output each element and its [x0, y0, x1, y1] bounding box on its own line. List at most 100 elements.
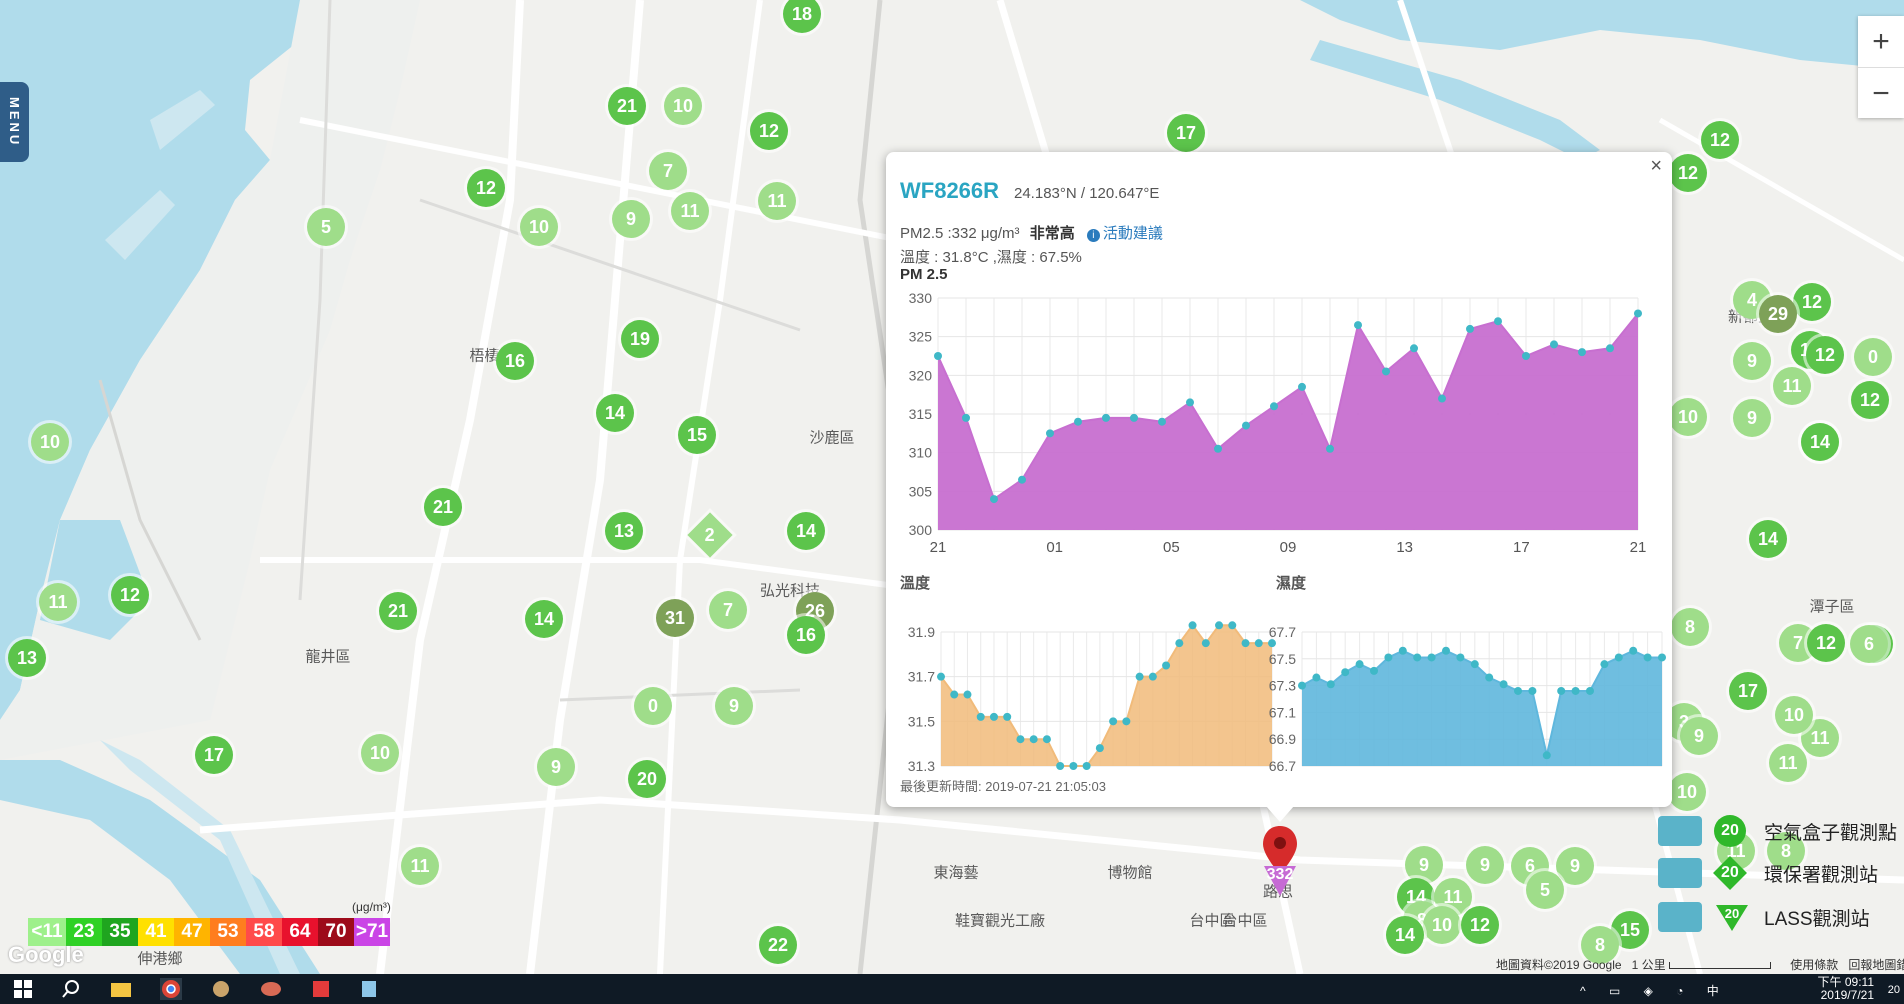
station-marker[interactable]: 19: [621, 320, 659, 358]
station-marker[interactable]: 9: [1466, 846, 1504, 884]
station-marker[interactable]: 6: [1850, 625, 1888, 663]
station-marker[interactable]: 8: [1767, 832, 1805, 870]
station-marker[interactable]: 9: [1680, 717, 1718, 755]
map-scale: 1 公里: [1631, 958, 1666, 972]
station-marker[interactable]: 31: [656, 599, 694, 637]
station-marker[interactable]: 12: [1701, 121, 1739, 159]
station-marker[interactable]: 11: [758, 182, 796, 220]
station-marker[interactable]: 9: [537, 748, 575, 786]
station-marker[interactable]: 15: [1611, 911, 1649, 949]
station-marker[interactable]: 0: [1854, 338, 1892, 376]
station-marker-value: 10: [369, 742, 391, 763]
station-marker[interactable]: 10: [1423, 906, 1461, 944]
system-tray[interactable]: ^ ▭ ◈ ◔ 中: [1580, 984, 1729, 998]
zoom-out-button[interactable]: −: [1872, 76, 1890, 110]
station-marker[interactable]: 10: [520, 208, 558, 246]
station-marker[interactable]: 12: [1669, 154, 1707, 192]
station-marker[interactable]: 11: [1773, 367, 1811, 405]
station-marker[interactable]: 14: [525, 600, 563, 638]
terms-link[interactable]: 使用條款: [1790, 958, 1839, 972]
app-icon-1[interactable]: [210, 978, 232, 1000]
station-marker[interactable]: 13: [605, 512, 643, 550]
station-marker[interactable]: 14: [1801, 423, 1839, 461]
station-marker[interactable]: 8: [1671, 608, 1709, 646]
station-marker[interactable]: 8: [1581, 926, 1619, 964]
data-point: [1046, 429, 1054, 438]
chrome-icon[interactable]: [160, 978, 182, 1000]
lass-marker-value: 20: [1725, 906, 1739, 921]
station-marker[interactable]: 17: [1729, 672, 1767, 710]
station-marker[interactable]: 22: [759, 926, 797, 964]
search-icon[interactable]: [60, 978, 82, 1000]
data-point: [1499, 680, 1508, 689]
menu-button[interactable]: MENU: [0, 82, 29, 162]
station-marker[interactable]: 18: [783, 0, 821, 33]
station-marker[interactable]: 9: [1556, 847, 1594, 885]
station-marker[interactable]: 14: [1386, 916, 1424, 954]
data-point: [1354, 321, 1362, 330]
station-marker[interactable]: 16: [496, 342, 534, 380]
station-marker[interactable]: 11: [401, 847, 439, 885]
station-marker[interactable]: 5: [307, 208, 345, 246]
station-marker[interactable]: 7: [709, 591, 747, 629]
app-icon-4[interactable]: [358, 978, 380, 1000]
data-point: [1643, 653, 1652, 662]
station-marker[interactable]: 14: [1749, 520, 1787, 558]
station-marker[interactable]: 10: [664, 87, 702, 125]
station-marker[interactable]: 10: [31, 423, 69, 461]
station-marker[interactable]: 21: [379, 592, 417, 630]
station-marker[interactable]: 12: [1793, 283, 1831, 321]
legend-airbox-label: 空氣盒子觀測點: [1764, 822, 1898, 844]
station-marker[interactable]: 5: [1526, 871, 1564, 909]
station-marker[interactable]: 7: [649, 152, 687, 190]
report-error-link[interactable]: 回報地圖錯誤: [1848, 958, 1904, 972]
station-marker[interactable]: 12: [750, 112, 788, 150]
station-marker[interactable]: 10: [1669, 398, 1707, 436]
ime-indicator[interactable]: 中: [1706, 984, 1729, 998]
station-marker[interactable]: 11: [671, 192, 709, 230]
station-marker[interactable]: 12: [1807, 624, 1845, 662]
station-marker[interactable]: 12: [1851, 381, 1889, 419]
station-marker[interactable]: 9: [1733, 342, 1771, 380]
station-marker[interactable]: 10: [1775, 696, 1813, 734]
station-marker[interactable]: 20: [628, 760, 666, 798]
activity-advice-link[interactable]: i 活動建議: [1086, 225, 1163, 242]
station-marker[interactable]: 9: [715, 687, 753, 725]
station-marker[interactable]: 0: [634, 687, 672, 725]
station-marker[interactable]: 12: [111, 576, 149, 614]
station-marker[interactable]: 17: [195, 736, 233, 774]
station-marker[interactable]: 13: [8, 639, 46, 677]
close-popup-button[interactable]: ×: [1650, 155, 1662, 177]
station-marker[interactable]: 12: [1461, 906, 1499, 944]
taskbar-clock[interactable]: 下午 09:11 2019/7/21: [1818, 976, 1874, 1002]
windows-start-icon[interactable]: [12, 978, 34, 1000]
station-marker[interactable]: 11: [1769, 744, 1807, 782]
station-marker[interactable]: 17: [1167, 114, 1205, 152]
station-marker[interactable]: 11: [39, 583, 77, 621]
file-explorer-icon[interactable]: [110, 978, 132, 1000]
station-marker[interactable]: 12: [467, 169, 505, 207]
selected-station-pin[interactable]: [1260, 824, 1300, 904]
app-icon-3[interactable]: [310, 978, 332, 1000]
data-point: [1485, 673, 1494, 682]
station-marker[interactable]: 14: [596, 394, 634, 432]
station-marker[interactable]: 9: [1405, 846, 1443, 884]
station-marker[interactable]: 15: [678, 416, 716, 454]
station-marker[interactable]: 21: [608, 87, 646, 125]
data-point: [1102, 413, 1110, 422]
station-marker[interactable]: 16: [787, 616, 825, 654]
station-marker-value: 8: [1416, 909, 1427, 930]
station-marker[interactable]: 29: [1759, 295, 1797, 333]
y-tick-label: 31.7: [908, 669, 935, 685]
station-marker[interactable]: 14: [787, 512, 825, 550]
station-marker[interactable]: 10: [361, 734, 399, 772]
notification-count[interactable]: 20: [1887, 984, 1900, 996]
station-marker[interactable]: 9: [1733, 399, 1771, 437]
station-marker[interactable]: 21: [424, 488, 462, 526]
station-marker[interactable]: 9: [612, 200, 650, 238]
data-point: [989, 712, 998, 721]
station-marker[interactable]: 10: [1668, 773, 1706, 811]
app-icon-2[interactable]: [260, 978, 282, 1000]
zoom-in-button[interactable]: +: [1858, 16, 1904, 68]
station-marker[interactable]: 12: [1806, 336, 1844, 374]
